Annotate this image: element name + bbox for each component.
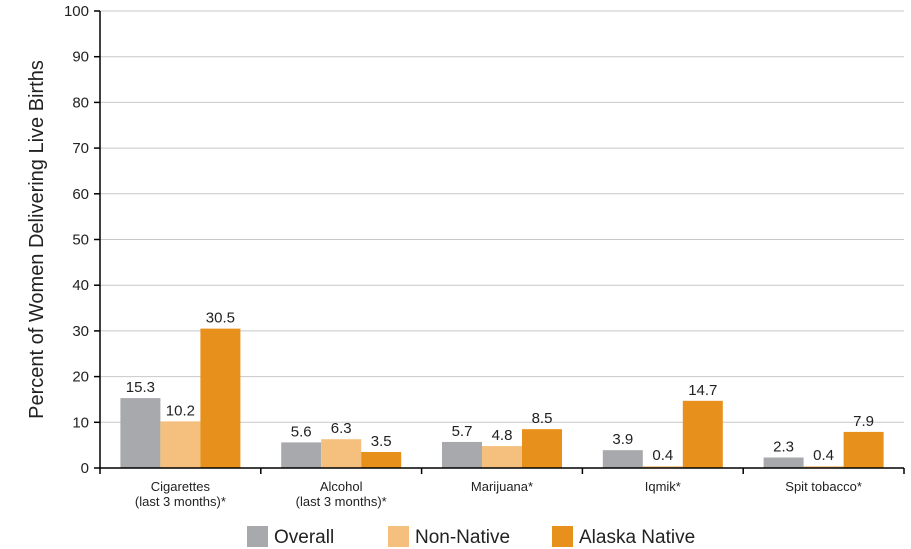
data-label: 15.3 [126,379,155,396]
y-tick-label: 60 [72,186,89,203]
bar-alaska-native [361,452,402,468]
legend-swatch [247,526,268,547]
bar-alaska-native [682,400,723,468]
bar-alaska-native [522,429,562,468]
bar-alaska-native [200,328,241,468]
x-tick-label: Alcohol [320,479,363,494]
y-tick-label: 10 [72,414,89,431]
data-label: 0.4 [813,447,834,464]
bar-non-native [321,439,362,468]
data-label: 6.3 [331,420,352,437]
data-label: 3.9 [612,431,633,448]
y-tick-label: 70 [72,140,89,157]
bar-non-native [803,466,844,468]
data-label: 3.5 [371,433,392,450]
x-tick-label: Marijuana* [471,479,533,494]
data-label: 2.3 [773,438,794,455]
data-label: 7.9 [853,413,874,430]
legend: Overall Non-Native Alaska Native [247,526,695,548]
y-tick-label: 20 [72,369,89,386]
bar-overall [442,441,482,468]
bar-overall [763,457,804,468]
bar-non-native [482,446,522,468]
bar-overall [120,398,161,468]
x-tick-label: Iqmik* [645,479,681,494]
y-tick-label: 80 [72,94,89,111]
legend-label: Non-Native [415,527,510,548]
x-tick-label: Spit tobacco* [785,479,862,494]
x-tick-label: Cigarettes [151,479,211,494]
bar-non-native [642,466,683,468]
y-tick-label: 90 [72,49,89,66]
bar-overall [281,442,322,468]
y-tick-label: 0 [81,460,89,477]
x-tick-label: (last 3 months)* [135,494,226,509]
y-tick-label: 40 [72,277,89,294]
legend-label: Alaska Native [579,527,695,548]
y-tick-label: 100 [64,3,89,20]
data-label: 14.7 [688,382,717,399]
x-tick-label: (last 3 months)* [296,494,387,509]
data-label: 4.8 [492,427,513,444]
legend-label: Overall [274,527,334,548]
data-label: 0.4 [652,447,673,464]
bar-overall [602,450,643,468]
bar-non-native [160,421,201,468]
y-axis-label: Percent of Women Delivering Live Births [26,60,48,419]
bars [120,328,884,468]
data-label: 5.7 [452,423,473,440]
data-label: 10.2 [166,402,195,419]
data-labels: 15.3 10.2 30.5 5.6 6.3 3.5 5.7 4.8 8.5 3.9 0.4 14.7… [126,310,874,465]
data-label: 8.5 [532,410,553,427]
data-label: 30.5 [206,310,235,327]
bar-alaska-native [843,431,884,468]
legend-swatch [388,526,409,547]
data-label: 5.6 [291,423,312,440]
y-tick-label: 50 [72,232,89,249]
y-tick-label: 30 [72,323,89,340]
legend-swatch [552,526,573,547]
